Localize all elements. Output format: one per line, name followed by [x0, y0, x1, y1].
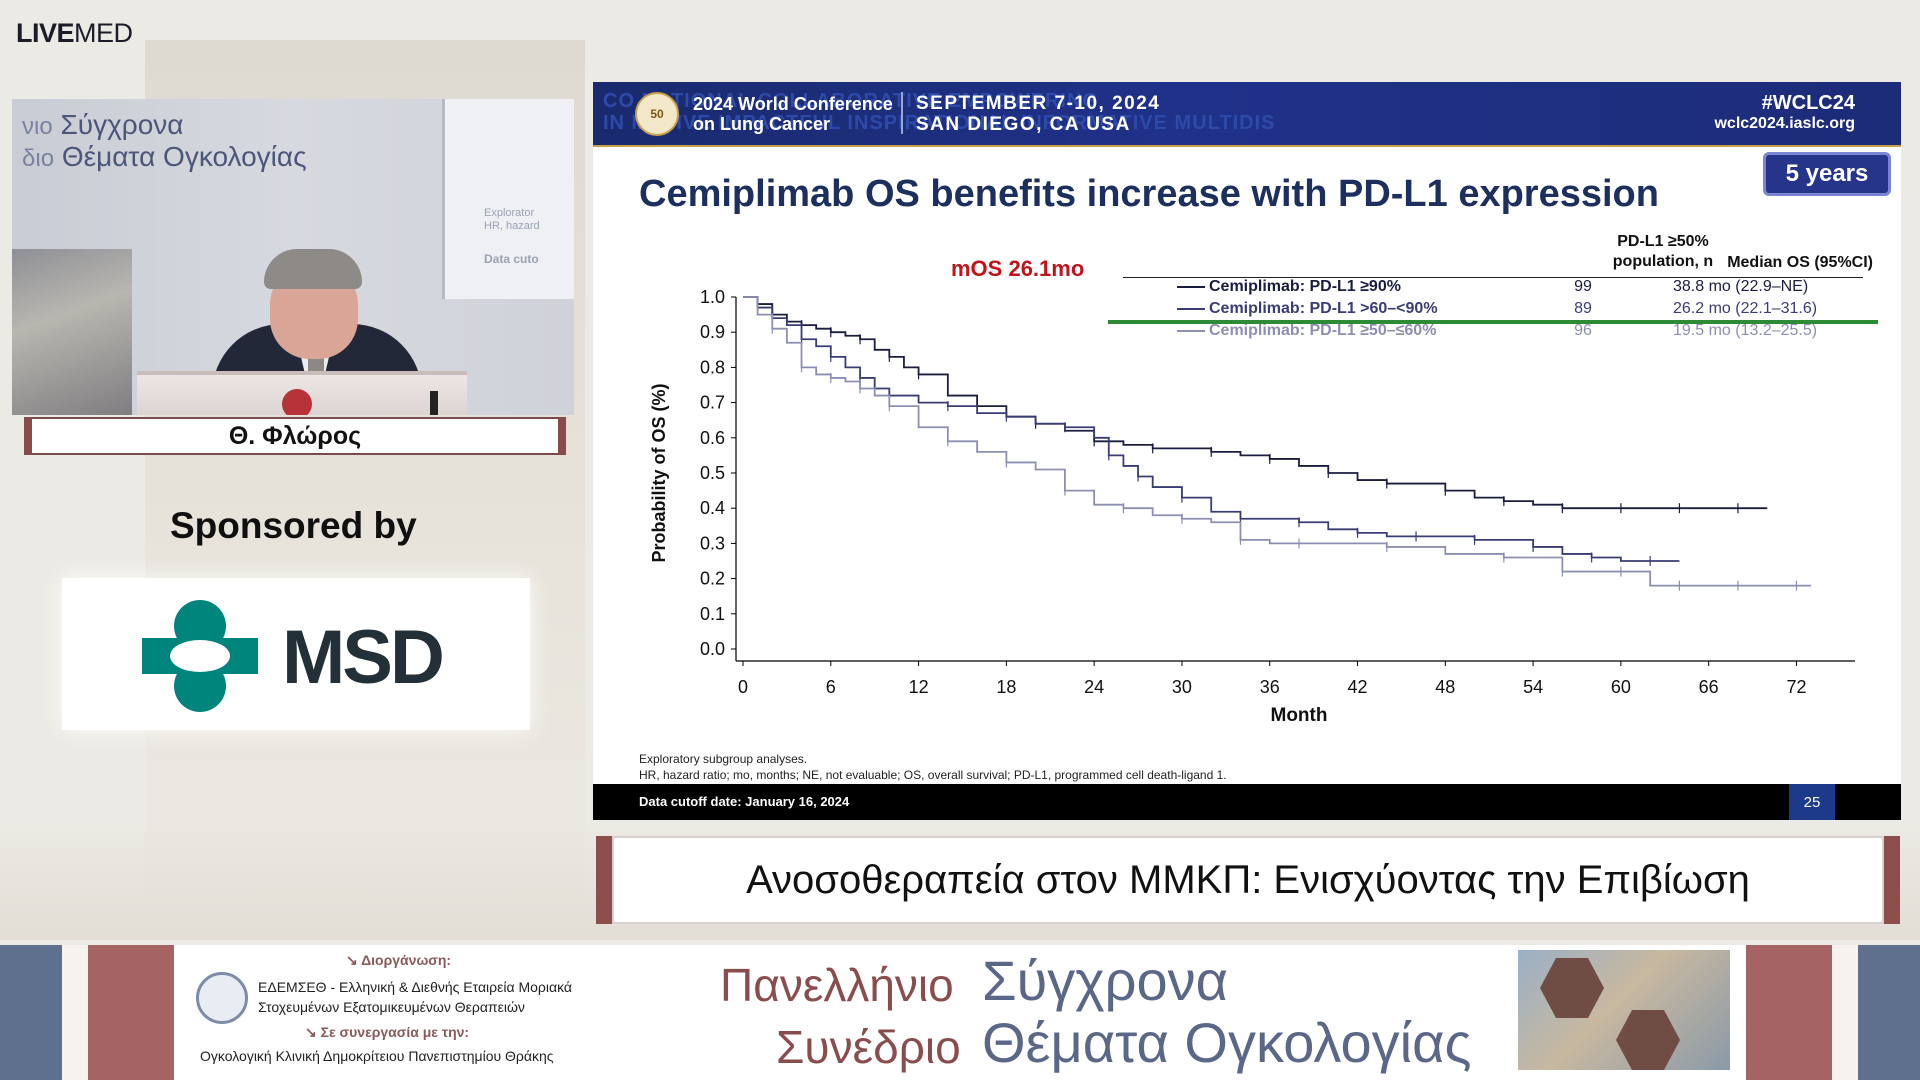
legend-swatch — [1177, 329, 1205, 332]
slide-title: Cemiplimab OS benefits increase with PD-… — [639, 173, 1659, 215]
x-tick-label: 72 — [1786, 677, 1806, 697]
video-conference-title-1: νιο Σύγχρονα — [22, 109, 184, 140]
x-tick-label: 66 — [1699, 677, 1719, 697]
legend-median-60-90: 26.2 mo (22.1–31.6) — [1673, 300, 1818, 317]
header-conference-line1: 2024 World Conference — [693, 94, 893, 114]
speaker-name-plate: Θ. Φλώρος — [24, 417, 566, 455]
x-tick-label: 6 — [826, 677, 836, 697]
header-date: SEPTEMBER 7-10, 2024 — [916, 93, 1161, 114]
x-tick-label: 54 — [1523, 677, 1543, 697]
x-tick-label: 60 — [1611, 677, 1631, 697]
microphone-icon — [430, 391, 438, 415]
msd-wordmark: MSD — [282, 615, 445, 700]
legend-row-50-60: Cemiplimab: PD-L1 ≥50–≤60% — [1177, 322, 1436, 340]
years-badge: 5 years — [1763, 152, 1891, 196]
y-tick-label: 0.9 — [700, 322, 725, 342]
speaker-name: Θ. Φλώρος — [228, 421, 362, 450]
video-backdrop-image — [12, 249, 132, 415]
banner-accent-right — [1746, 945, 1832, 1080]
header-background-words: CO NATIONAL COLLABORATIVE EMPOWERING IN M… — [603, 90, 1276, 134]
legend-swatch — [1177, 307, 1205, 310]
legend-header-n: PD-L1 ≥50% population, n — [1612, 233, 1714, 270]
y-tick-label: 1.0 — [700, 287, 725, 307]
highlight-green-line — [1108, 320, 1878, 324]
footnote-exploratory: Exploratory subgroup analyses. — [639, 752, 808, 766]
legend-n-90: 99 — [1574, 278, 1592, 295]
header-divider — [901, 92, 903, 134]
km-series-line-0 — [743, 296, 1768, 510]
presentation-slide: CO NATIONAL COLLABORATIVE EMPOWERING IN M… — [593, 82, 1901, 820]
y-tick-label: 0.1 — [700, 604, 725, 624]
legend-median-50-60: 19.5 mo (13.2–25.5) — [1673, 322, 1818, 339]
y-tick-label: 0.8 — [700, 357, 725, 377]
banner-body — [174, 945, 1746, 1080]
organizer-label: ↘ Διοργάνωση: — [346, 952, 452, 968]
collaboration-name: Ογκολογική Κλινική Δημοκρίτειου Πανεπιστ… — [200, 1048, 554, 1064]
data-cutoff: Data cutoff date: January 16, 2024 — [639, 794, 850, 809]
organizer-name-1: ΕΔΕΜΣΕΘ - Ελληνική & Διεθνής Εταιρεία Μο… — [258, 979, 573, 995]
banner-accent-left — [88, 945, 174, 1080]
congress-word-1: Πανελλήνιο — [720, 959, 954, 1011]
x-tick-label: 12 — [909, 677, 929, 697]
collaboration-label: ↘ Σε συνεργασία με την: — [305, 1024, 470, 1040]
congress-word-2: Συνέδριο — [776, 1021, 961, 1073]
congress-word-4: Θέματα Ογκολογίας — [982, 1011, 1472, 1074]
y-tick-label: 0.2 — [700, 569, 725, 589]
video-conference-title-2: διο Θέματα Ογκολογίας — [22, 141, 307, 172]
y-tick-label: 0.5 — [700, 463, 725, 483]
y-tick-label: 0.7 — [700, 393, 725, 413]
y-axis-title: Probability of OS (%) — [649, 383, 669, 562]
livemed-logo: LIVEMED — [16, 18, 133, 48]
organizer-seal-icon — [196, 972, 248, 1024]
slide-page-number: 25 — [1789, 784, 1835, 820]
video-screen-text: Explorator HR, hazard — [484, 207, 540, 232]
y-tick-label: 0.6 — [700, 428, 725, 448]
km-survival-chart: 0.0 0.1 0.2 0.3 0.4 0.5 0.6 0.7 0.8 0.9 1.0 0 6 12 18 2… — [649, 287, 1855, 726]
x-tick-label: 0 — [738, 677, 748, 697]
iaslc-50-badge: 50 — [635, 92, 679, 136]
slide-footer — [593, 784, 1901, 820]
video-projection-screen — [442, 99, 574, 299]
speaker-hair — [264, 249, 362, 289]
y-tick-label: 0.4 — [700, 498, 725, 518]
x-tick-label: 36 — [1260, 677, 1280, 697]
video-screen-cutoff: Data cuto — [484, 252, 539, 266]
slide-header: CO NATIONAL COLLABORATIVE EMPOWERING IN M… — [593, 82, 1901, 147]
header-conference-line2: on Lung Cancer — [693, 114, 831, 134]
legend-swatch — [1177, 285, 1205, 288]
x-tick-label: 48 — [1435, 677, 1455, 697]
congress-word-3: Σύγχρονα — [982, 949, 1229, 1012]
organizer-name-2: Στοχευμένων Εξατομικευμένων Θεραπειών — [258, 999, 525, 1015]
x-tick-label: 42 — [1348, 677, 1368, 697]
x-tick-label: 18 — [996, 677, 1016, 697]
header-url: wclc2024.iaslc.org — [1714, 115, 1855, 132]
y-tick-label: 0.3 — [700, 533, 725, 553]
x-axis-title: Month — [1271, 705, 1328, 726]
legend-n-50-60: 96 — [1574, 322, 1592, 339]
sponsored-by-label: Sponsored by — [170, 505, 417, 546]
legend-row-90: Cemiplimab: PD-L1 ≥90% — [1177, 278, 1401, 296]
legend-header-median: Median OS (95%CI) — [1727, 254, 1873, 271]
lecture-title: Ανοσοθεραπεία στον ΜΜΚΠ: Ενισχύοντας την… — [596, 836, 1900, 924]
km-series-line-2 — [743, 296, 1812, 587]
msd-logo-icon — [142, 600, 258, 712]
footnote-abbreviations: HR, hazard ratio; mo, months; NE, not ev… — [639, 768, 1227, 782]
x-tick-label: 24 — [1084, 677, 1104, 697]
x-tick-label: 30 — [1172, 677, 1192, 697]
speaker-video: Explorator HR, hazard Data cuto νιο Σύγχρ… — [12, 99, 574, 415]
legend-row-60-90: Cemiplimab: PD-L1 >60–<90% — [1177, 300, 1438, 318]
sponsor-logo-box — [62, 578, 530, 730]
header-location: SAN DIEGO, CA USA — [916, 114, 1131, 135]
legend-rule — [1123, 277, 1863, 278]
y-tick-label: 0.0 — [700, 639, 725, 659]
mos-annotation: mOS 26.1mo — [951, 256, 1085, 281]
podium-logo-icon — [282, 389, 312, 415]
legend-median-90: 38.8 mo (22.9–NE) — [1673, 278, 1809, 295]
header-hashtag: #WCLC24 — [1761, 92, 1855, 114]
legend-n-60-90: 89 — [1574, 300, 1592, 317]
